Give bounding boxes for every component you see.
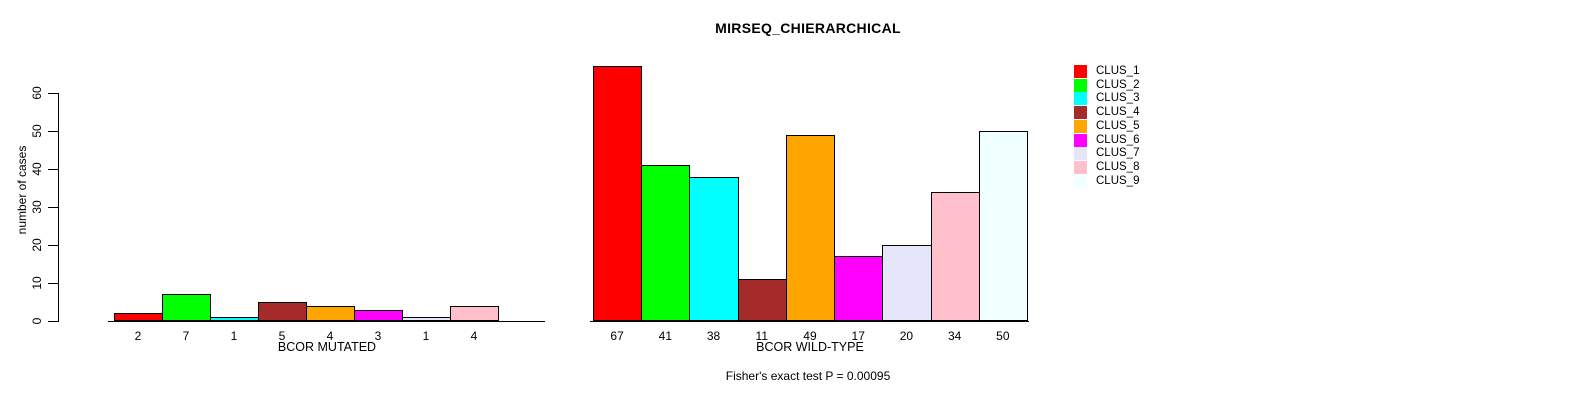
- y-axis-tick: [48, 131, 58, 132]
- legend-swatch-CLUS_9: [1074, 174, 1087, 188]
- bar-value-label: 41: [658, 329, 673, 343]
- bar-value-label: 17: [851, 329, 865, 343]
- bar-left-CLUS_7: [402, 317, 451, 321]
- y-tick-label: 60: [30, 86, 44, 100]
- legend-swatch-CLUS_4: [1074, 106, 1087, 120]
- y-axis-line: [58, 93, 59, 322]
- y-tick-label: 20: [30, 238, 44, 252]
- bar-value-label: 1: [230, 329, 238, 343]
- y-axis-tick: [48, 169, 58, 170]
- fisher-test-caption: Fisher's exact test P = 0.00095: [725, 369, 891, 383]
- bar-left-CLUS_5: [306, 305, 355, 321]
- legend-label: CLUS_6: [1096, 133, 1140, 146]
- y-tick-label: 10: [30, 276, 44, 290]
- bar-value-label: 2: [134, 329, 142, 343]
- bar-right-CLUS_9: [978, 131, 1028, 321]
- legend-label: CLUS_7: [1096, 147, 1140, 160]
- bar-right-CLUS_4: [737, 279, 787, 321]
- y-axis-tick: [48, 245, 58, 246]
- bar-right-CLUS_3: [689, 176, 739, 321]
- x-axis-line-right: [590, 321, 1029, 322]
- bar-left-CLUS_6: [354, 309, 403, 321]
- bar-value-label: 38: [706, 329, 721, 343]
- bar-value-label: 7: [182, 329, 190, 343]
- bar-left-CLUS_4: [258, 302, 307, 321]
- bar-value-label: 20: [899, 329, 914, 343]
- y-tick-label: 30: [30, 200, 44, 214]
- bar-value-label: 34: [947, 329, 962, 343]
- bar-right-CLUS_1: [593, 66, 643, 321]
- y-tick-label: 50: [30, 124, 44, 138]
- legend-swatch-CLUS_8: [1074, 160, 1087, 174]
- legend-swatch-CLUS_6: [1074, 133, 1087, 147]
- legend-label: CLUS_8: [1096, 160, 1140, 173]
- bar-left-CLUS_1: [114, 313, 163, 321]
- legend-swatch-CLUS_7: [1074, 147, 1087, 161]
- bar-value-label: 5: [278, 329, 286, 343]
- x-axis-title-wildtype: BCOR WILD-TYPE: [756, 340, 864, 354]
- legend-label: CLUS_3: [1096, 92, 1140, 105]
- bar-value-label: 3: [374, 329, 382, 343]
- x-axis-title-mutated: BCOR MUTATED: [277, 340, 377, 354]
- bar-value-label: 4: [470, 329, 478, 343]
- bar-value-label: 4: [326, 329, 334, 343]
- bar-value-label: 1: [422, 329, 430, 343]
- chart-title: MIRSEQ_CHIERARCHICAL: [715, 20, 901, 36]
- legend-label: CLUS_5: [1096, 119, 1140, 132]
- legend-label: CLUS_2: [1096, 78, 1140, 91]
- legend-label: CLUS_4: [1096, 106, 1140, 119]
- x-axis-line-left: [108, 321, 545, 322]
- y-axis-tick: [48, 207, 58, 208]
- bar-left-CLUS_2: [162, 294, 211, 321]
- legend-swatch-CLUS_1: [1074, 65, 1087, 78]
- bar-right-CLUS_8: [930, 191, 980, 321]
- bar-value-label: 49: [803, 329, 817, 343]
- bar-right-CLUS_5: [785, 134, 836, 321]
- legend-label: CLUS_1: [1096, 65, 1140, 77]
- bar-right-CLUS_2: [641, 165, 691, 321]
- legend-swatch-CLUS_3: [1074, 92, 1087, 106]
- bar-value-label: 50: [996, 329, 1010, 343]
- y-axis-tick: [48, 93, 58, 94]
- bar-left-CLUS_8: [450, 305, 499, 321]
- bar-value-label: 11: [755, 329, 768, 343]
- y-tick-label: 0: [30, 317, 44, 325]
- legend-label: CLUS_9: [1096, 174, 1140, 187]
- y-axis-tick: [48, 321, 58, 322]
- bar-right-CLUS_6: [834, 256, 884, 321]
- y-axis-title: number of cases: [15, 145, 29, 235]
- legend-swatch-CLUS_2: [1074, 78, 1087, 92]
- legend-swatch-CLUS_5: [1074, 119, 1087, 133]
- bar-value-label: 67: [610, 329, 624, 343]
- y-tick-label: 40: [30, 162, 44, 176]
- bar-right-CLUS_7: [882, 245, 932, 321]
- bar-left-CLUS_3: [210, 317, 259, 321]
- y-axis-tick: [48, 283, 58, 284]
